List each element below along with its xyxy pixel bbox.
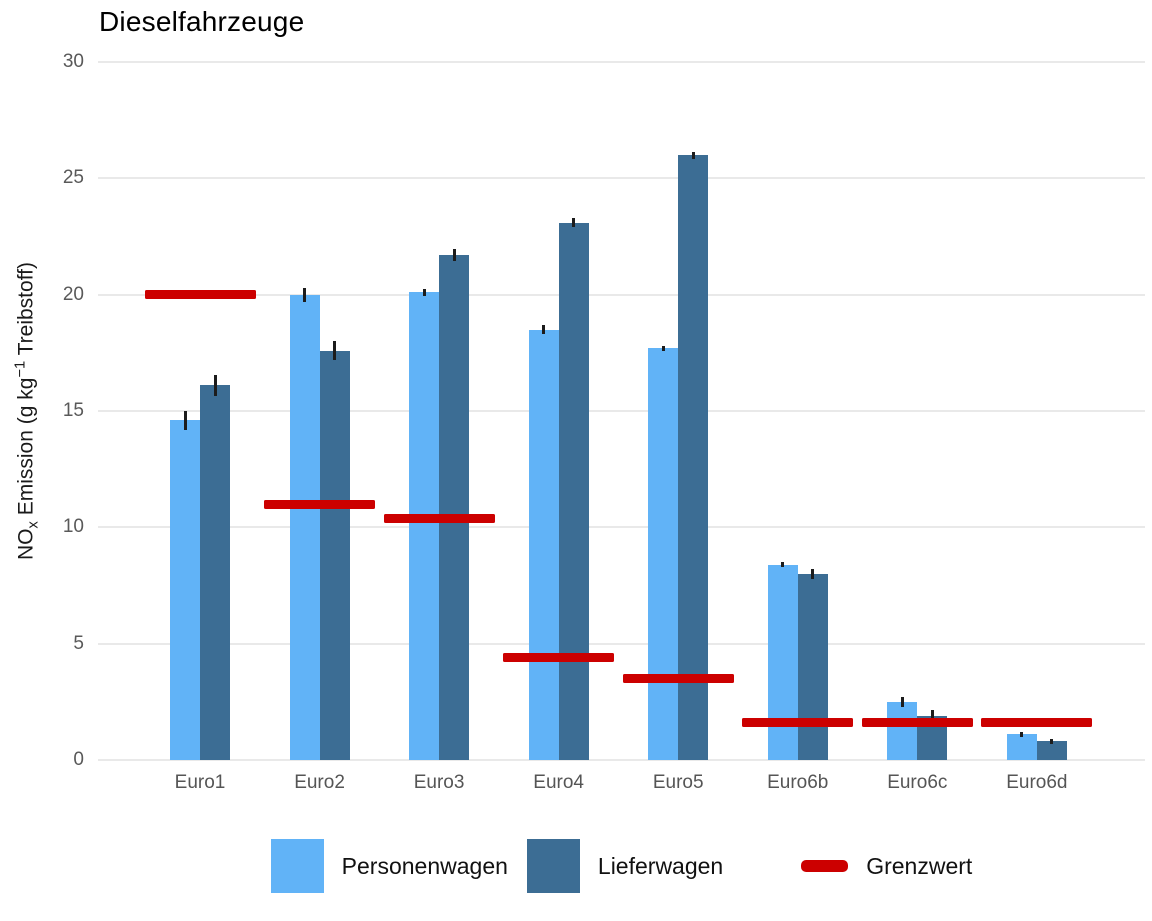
bar-personenwagen-euro1: [170, 420, 200, 760]
x-tick-label: Euro6b: [767, 772, 829, 793]
grenzwert-line-euro6c: [861, 718, 973, 728]
error-bar: [452, 249, 456, 261]
x-tick-label: Euro1: [174, 772, 226, 793]
grenzwert-line-euro4: [503, 653, 615, 663]
error-bar: [900, 697, 904, 707]
x-axis-ticks: Euro1 Euro2 Euro3 Euro4 Euro5 Euro6b Euro6c Eur…: [98, 772, 1145, 800]
gridline: [98, 759, 1145, 761]
plot-area: [98, 61, 1145, 761]
grenzwert-line-euro5: [622, 674, 734, 684]
x-tick-label: Euro4: [533, 772, 584, 793]
grenzwert-line-euro6b: [742, 718, 854, 728]
grenzwert-line-euro6d: [981, 718, 1093, 728]
x-tick-label: Euro6d: [1006, 772, 1068, 793]
error-bar: [572, 217, 576, 228]
legend: Personenwagen Lieferwagen Grenzwert: [98, 836, 1145, 896]
y-axis-ticks: 0 5 10 15 20 25 30: [0, 51, 88, 770]
y-tick-label: 0: [73, 749, 84, 770]
bar-personenwagen-euro4: [528, 329, 559, 760]
grenzwert-line-icon: [801, 860, 849, 872]
legend-label-personenwagen: Personenwagen: [341, 852, 508, 879]
y-tick-label: 25: [62, 167, 84, 189]
grenzwert-line-euro2: [264, 499, 376, 509]
error-bar: [1050, 739, 1054, 744]
legend-item-grenzwert: Grenzwert: [801, 853, 972, 880]
error-bar: [303, 287, 307, 302]
gridline: [98, 526, 1145, 529]
x-tick-label: Euro6c: [887, 772, 948, 793]
legend-item-lieferwagen: Lieferwagen: [526, 839, 724, 893]
bar-lieferwagen-euro6d: [1036, 741, 1067, 760]
error-bar: [691, 151, 695, 159]
legend-item-personenwagen: Personenwagen: [270, 839, 508, 893]
grenzwert-line-euro3: [383, 513, 495, 523]
legend-label-grenzwert: Grenzwert: [866, 852, 973, 879]
bar-personenwagen-euro3: [409, 292, 440, 760]
y-tick-label: 15: [62, 400, 84, 421]
error-bar: [213, 374, 217, 396]
gridline: [98, 293, 1145, 296]
legend-label-lieferwagen: Lieferwagen: [597, 852, 724, 879]
bar-lieferwagen-euro6b: [797, 573, 828, 760]
bar-personenwagen-euro5: [648, 348, 679, 760]
error-bar: [781, 562, 785, 567]
bar-personenwagen-euro2: [289, 294, 320, 760]
x-tick-label: Euro5: [652, 772, 704, 793]
bar-lieferwagen-euro2: [319, 350, 350, 760]
bar-personenwagen-euro6c: [887, 701, 918, 760]
error-bar: [183, 411, 187, 430]
bar-personenwagen-euro6d: [1006, 734, 1037, 760]
y-tick-label: 20: [62, 283, 84, 305]
gridline: [98, 642, 1145, 645]
error-bar: [422, 288, 426, 296]
personenwagen-swatch-icon: [270, 839, 324, 893]
gridline: [98, 61, 1145, 63]
bar-lieferwagen-euro3: [439, 255, 470, 760]
error-bar: [1020, 732, 1024, 737]
grenzwert-line-euro1: [144, 290, 256, 300]
error-bar: [542, 324, 546, 335]
bar-personenwagen-euro6b: [767, 564, 798, 760]
bar-lieferwagen-euro5: [678, 155, 709, 760]
y-tick-label: 10: [62, 516, 84, 538]
gridline: [98, 410, 1145, 412]
lieferwagen-swatch-icon: [526, 839, 580, 893]
error-bar: [333, 341, 337, 360]
error-bar: [811, 569, 815, 579]
y-tick-label: 30: [62, 51, 84, 72]
x-tick-label: Euro3: [413, 772, 465, 793]
chart-title: Dieselfahrzeuge: [99, 6, 305, 37]
y-tick-label: 5: [73, 632, 84, 654]
bar-lieferwagen-euro1: [200, 385, 230, 760]
bar-lieferwagen-euro4: [558, 222, 589, 760]
error-bar: [661, 345, 665, 351]
x-tick-label: Euro2: [294, 772, 345, 793]
gridline: [98, 177, 1145, 180]
error-bar: [930, 710, 934, 722]
